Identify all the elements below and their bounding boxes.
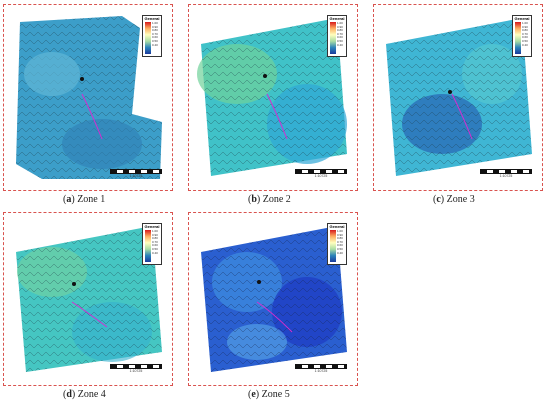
legend-values: 1.00 0.90 0.80 0.70 0.60 0.50 0.40 — [522, 21, 528, 47]
panel-zone-1: General 1.00 0.90 0.80 0.70 0.60 0.50 0.40 1:1… — [3, 4, 173, 205]
scale-bar-graphic — [110, 364, 162, 369]
legend-values: 1.00 0.90 0.80 0.70 0.60 0.50 0.40 — [152, 229, 158, 255]
contour-map — [12, 14, 164, 181]
contour-map-svg — [197, 18, 347, 176]
scale-text: 1:10725 — [129, 369, 143, 373]
scale-bar: 1:10725 — [295, 169, 347, 178]
map-frame: General 1.00 0.90 0.80 0.70 0.60 0.50 0.40 1:1… — [188, 4, 358, 191]
legend: General 1.00 0.90 0.80 0.70 0.60 0.50 0.40 — [327, 15, 347, 57]
legend-color-bar — [330, 230, 336, 262]
scale-bar: 1:10725 — [480, 169, 532, 178]
map-frame: General 1.00 0.90 0.80 0.70 0.60 0.50 0.40 1:1… — [373, 4, 543, 191]
legend-title: General — [144, 224, 160, 229]
map-frame: General 1.00 0.90 0.80 0.70 0.60 0.50 0.40 1:1… — [188, 212, 358, 386]
contour-map-svg — [201, 226, 347, 372]
legend-title: General — [329, 224, 345, 229]
caption-zone-1: (a) Zone 1 — [63, 194, 106, 205]
legend-color-bar — [515, 22, 521, 54]
panel-zone-4: General 1.00 0.90 0.80 0.70 0.60 0.50 0.40 1:1… — [3, 212, 173, 407]
legend-color-bar — [330, 22, 336, 54]
contour-map-svg — [16, 16, 162, 179]
contour-map-svg — [16, 226, 162, 372]
scale-bar-graphic — [110, 169, 162, 174]
caption-zone-5: (e) Zone 5 — [248, 389, 290, 400]
caption-zone-3: (c) Zone 3 — [433, 194, 475, 205]
panel-zone-2: General 1.00 0.90 0.80 0.70 0.60 0.50 0.40 1:1… — [188, 4, 358, 205]
contour-map — [12, 222, 164, 376]
caption-zone-4: (d) Zone 4 — [63, 389, 106, 400]
panel-zone-5: General 1.00 0.90 0.80 0.70 0.60 0.50 0.40 1:1… — [188, 212, 358, 407]
legend: General 1.00 0.90 0.80 0.70 0.60 0.50 0.40 — [327, 223, 347, 265]
scale-bar: 1:10725 — [110, 364, 162, 373]
legend-values: 1.00 0.90 0.80 0.70 0.60 0.50 0.40 — [337, 229, 343, 255]
legend-title: General — [514, 16, 530, 21]
caption-zone-2: (b) Zone 2 — [248, 194, 291, 205]
legend-values: 1.00 0.90 0.80 0.70 0.60 0.50 0.40 — [152, 21, 158, 47]
scale-text: 1:10725 — [499, 174, 513, 178]
contour-map-svg — [386, 18, 532, 176]
legend: General 1.00 0.90 0.80 0.70 0.60 0.50 0.40 — [142, 15, 162, 57]
scale-bar: 1:10725 — [110, 169, 162, 178]
scale-bar: 1:10725 — [295, 364, 347, 373]
legend: General 1.00 0.90 0.80 0.70 0.60 0.50 0.40 — [142, 223, 162, 265]
legend-title: General — [144, 16, 160, 21]
map-frame: General 1.00 0.90 0.80 0.70 0.60 0.50 0.40 1:1… — [3, 212, 173, 386]
scale-bar-graphic — [480, 169, 532, 174]
panel-zone-3: General 1.00 0.90 0.80 0.70 0.60 0.50 0.40 1:1… — [373, 4, 545, 205]
scale-bar-graphic — [295, 169, 347, 174]
map-frame: General 1.00 0.90 0.80 0.70 0.60 0.50 0.40 1:1… — [3, 4, 173, 191]
scale-bar-graphic — [295, 364, 347, 369]
contour-map — [382, 14, 534, 181]
legend-title: General — [329, 16, 345, 21]
legend-color-bar — [145, 230, 151, 262]
contour-map — [197, 14, 349, 181]
legend-color-bar — [145, 22, 151, 54]
scale-text: 1:10725 — [314, 369, 328, 373]
contour-map — [197, 222, 349, 376]
legend: General 1.00 0.90 0.80 0.70 0.60 0.50 0.40 — [512, 15, 532, 57]
scale-text: 1:10725 — [314, 174, 328, 178]
scale-text: 1:10725 — [129, 174, 143, 178]
legend-values: 1.00 0.90 0.80 0.70 0.60 0.50 0.40 — [337, 21, 343, 47]
